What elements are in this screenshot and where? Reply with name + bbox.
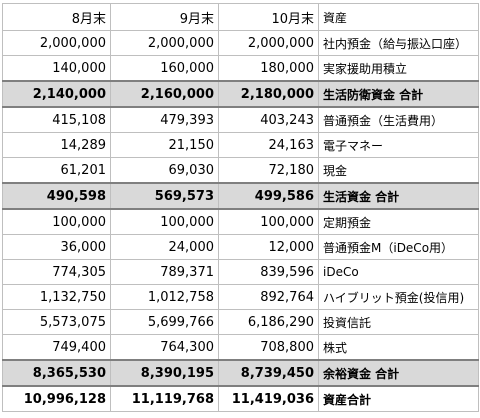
grand-total-row: 10,996,128 11,119,768 11,419,036 資産合計 <box>2 385 479 412</box>
cell-sep: 5,699,766 <box>110 309 219 335</box>
cell-label: iDeCo <box>318 259 479 285</box>
cell-oct: 892,764 <box>218 284 319 310</box>
cell-oct: 100,000 <box>218 208 319 235</box>
cell-sep: 789,371 <box>110 259 219 285</box>
asset-table: 8月末 9月末 10月末 資産 2,000,000 2,000,000 2,000,… <box>2 3 479 412</box>
cell-sep: 160,000 <box>110 55 219 82</box>
cell-oct: 12,000 <box>218 234 319 260</box>
cell-aug: 14,289 <box>2 132 111 158</box>
cell-aug: 61,201 <box>2 157 111 184</box>
table-row: 1,132,750 1,012,758 892,764 ハイブリット預金(投信用) <box>2 284 479 310</box>
asset-spreadsheet: 8月末 9月末 10月末 資産 2,000,000 2,000,000 2,000,… <box>2 3 479 412</box>
table-row: 61,201 69,030 72,180 現金 <box>2 157 479 184</box>
table-row: 100,000 100,000 100,000 定期預金 <box>2 208 479 235</box>
cell-sep: 479,393 <box>110 106 219 133</box>
cell-sep: 8,390,195 <box>110 359 219 387</box>
cell-sep: 764,300 <box>110 334 219 361</box>
cell-aug: 8,365,530 <box>2 359 111 387</box>
cell-oct: 8,739,450 <box>218 359 319 387</box>
cell-label: 現金 <box>318 157 479 184</box>
table-row: 36,000 24,000 12,000 普通預金M（iDeCo用） <box>2 234 479 260</box>
cell-label: 普通預金（生活費用） <box>318 106 479 133</box>
cell-aug: 749,400 <box>2 334 111 361</box>
cell-oct: 6,186,290 <box>218 309 319 335</box>
table-row: 749,400 764,300 708,800 株式 <box>2 334 479 361</box>
cell-sep: 2,000,000 <box>110 30 219 56</box>
cell-oct: 72,180 <box>218 157 319 184</box>
cell-oct: 24,163 <box>218 132 319 158</box>
cell-label: 電子マネー <box>318 132 479 158</box>
header-assets: 資産 <box>318 3 479 31</box>
cell-aug: 2,000,000 <box>2 30 111 56</box>
cell-sep: 21,150 <box>110 132 219 158</box>
cell-label: 余裕資金 合計 <box>318 359 479 387</box>
cell-oct: 2,000,000 <box>218 30 319 56</box>
cell-label: 株式 <box>318 334 479 361</box>
cell-label: ハイブリット預金(投信用) <box>318 284 479 310</box>
table-row: 5,573,075 5,699,766 6,186,290 投資信託 <box>2 309 479 335</box>
cell-label: 実家援助用積立 <box>318 55 479 82</box>
cell-oct: 839,596 <box>218 259 319 285</box>
cell-sep: 569,573 <box>110 182 219 210</box>
cell-sep: 69,030 <box>110 157 219 184</box>
table-row: 14,289 21,150 24,163 電子マネー <box>2 132 479 158</box>
header-oct: 10月末 <box>218 3 319 31</box>
cell-aug: 5,573,075 <box>2 309 111 335</box>
cell-aug: 36,000 <box>2 234 111 260</box>
cell-oct: 403,243 <box>218 106 319 133</box>
subtotal-row: 8,365,530 8,390,195 8,739,450 余裕資金 合計 <box>2 359 479 387</box>
cell-oct: 708,800 <box>218 334 319 361</box>
subtotal-row: 2,140,000 2,160,000 2,180,000 生活防衛資金 合計 <box>2 80 479 108</box>
table-row: 774,305 789,371 839,596 iDeCo <box>2 259 479 285</box>
header-aug: 8月末 <box>2 3 111 31</box>
cell-oct: 180,000 <box>218 55 319 82</box>
header-sep: 9月末 <box>110 3 219 31</box>
cell-label: 普通預金M（iDeCo用） <box>318 234 479 260</box>
cell-aug: 140,000 <box>2 55 111 82</box>
cell-aug: 415,108 <box>2 106 111 133</box>
cell-oct: 2,180,000 <box>218 80 319 108</box>
subtotal-row: 490,598 569,573 499,586 生活資金 合計 <box>2 182 479 210</box>
table-body: 2,000,000 2,000,000 2,000,000 社内預金（給与振込口座） 1… <box>2 30 479 412</box>
cell-sep: 1,012,758 <box>110 284 219 310</box>
cell-oct: 11,419,036 <box>218 385 319 412</box>
cell-oct: 499,586 <box>218 182 319 210</box>
cell-sep: 2,160,000 <box>110 80 219 108</box>
table-row: 2,000,000 2,000,000 2,000,000 社内預金（給与振込口座） <box>2 30 479 56</box>
table-row: 415,108 479,393 403,243 普通預金（生活費用） <box>2 106 479 133</box>
cell-aug: 2,140,000 <box>2 80 111 108</box>
cell-label: 社内預金（給与振込口座） <box>318 30 479 56</box>
header-row: 8月末 9月末 10月末 資産 <box>2 3 479 31</box>
cell-label: 投資信託 <box>318 309 479 335</box>
cell-label: 生活防衛資金 合計 <box>318 80 479 108</box>
cell-sep: 24,000 <box>110 234 219 260</box>
cell-aug: 774,305 <box>2 259 111 285</box>
cell-aug: 100,000 <box>2 208 111 235</box>
cell-aug: 490,598 <box>2 182 111 210</box>
cell-aug: 10,996,128 <box>2 385 111 412</box>
cell-label: 資産合計 <box>318 385 479 412</box>
cell-aug: 1,132,750 <box>2 284 111 310</box>
cell-sep: 100,000 <box>110 208 219 235</box>
table-row: 140,000 160,000 180,000 実家援助用積立 <box>2 55 479 82</box>
cell-sep: 11,119,768 <box>110 385 219 412</box>
cell-label: 生活資金 合計 <box>318 182 479 210</box>
cell-label: 定期預金 <box>318 208 479 235</box>
